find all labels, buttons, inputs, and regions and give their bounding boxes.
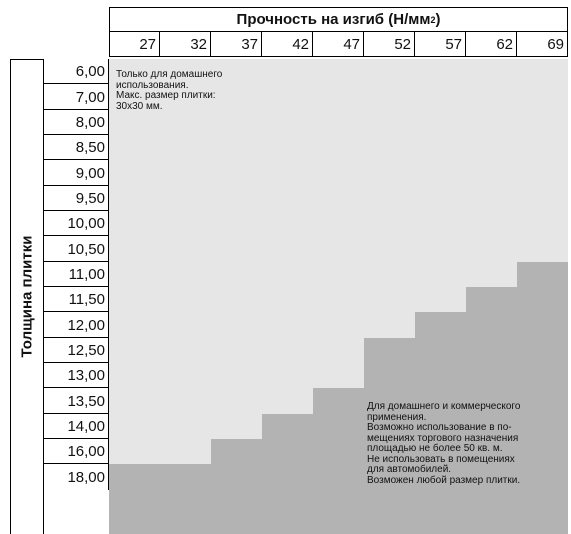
row-header-12-50: 12,50 — [44, 338, 109, 363]
domestic-note-line: 30x30 мм. — [116, 100, 163, 112]
row-header-11-00: 11,00 — [44, 262, 109, 287]
row-header-10-00: 10,00 — [44, 211, 109, 236]
row-header-11-50: 11,50 — [44, 287, 109, 312]
column-header-27: 27 — [109, 32, 160, 57]
column-header-37: 37 — [211, 32, 262, 57]
y-axis-label: Толщина плитки — [10, 59, 44, 534]
row-header-18-00: 18,00 — [44, 464, 109, 490]
commercial-note-line: площадью не более 50 кв. м. — [367, 443, 503, 454]
row-header-13-50: 13,50 — [44, 388, 109, 414]
commercial-step-47 — [313, 388, 364, 534]
y-axis-label-text: Толщина плитки — [18, 235, 36, 358]
commercial-step-69 — [517, 262, 568, 534]
domestic-note-line: использования. — [116, 79, 189, 91]
row-header-14-00: 14,00 — [44, 414, 109, 439]
commercial-note: Для домашнего и коммерческого применения… — [367, 401, 567, 486]
commercial-step-37 — [211, 439, 262, 534]
row-header-6-00: 6,00 — [44, 59, 109, 84]
plot-area: Только для домашнего использования. Макс… — [109, 59, 568, 534]
commercial-step-62 — [466, 287, 517, 534]
commercial-step-57 — [415, 312, 466, 534]
commercial-region — [109, 262, 568, 534]
domestic-note-line: Макс. размер плитки: — [116, 90, 216, 101]
title-end: ) — [435, 11, 441, 28]
column-header-62: 62 — [466, 32, 517, 57]
title-superscript: 2 — [430, 14, 436, 25]
commercial-note-line: Не использовать в помещениях — [367, 453, 515, 465]
row-header-9-50: 9,50 — [44, 186, 109, 211]
commercial-step-42 — [262, 414, 313, 534]
row-header-9-00: 9,00 — [44, 160, 109, 186]
title-text: Прочность на изгиб (Н/мм — [236, 11, 431, 28]
commercial-note-line: применения. — [367, 411, 427, 423]
commercial-note-line: Возможно использование в по- — [367, 422, 512, 433]
commercial-note-line: Возможен любой размер плитки. — [367, 474, 521, 486]
column-header-57: 57 — [415, 32, 466, 57]
column-header-32: 32 — [160, 32, 211, 57]
row-header-13-00: 13,00 — [44, 363, 109, 388]
row-label-column — [10, 59, 44, 534]
row-header-10-50: 10,50 — [44, 236, 109, 262]
commercial-note-line: Для домашнего и коммерческого — [367, 401, 521, 412]
row-header-8-50: 8,50 — [44, 135, 109, 160]
row-header-7-00: 7,00 — [44, 84, 109, 110]
commercial-step-32 — [160, 464, 211, 534]
column-header-47: 47 — [313, 32, 364, 57]
row-header-8-00: 8,00 — [44, 110, 109, 135]
column-header-42: 42 — [262, 32, 313, 57]
domestic-note-line: Только для домашнего — [116, 69, 223, 80]
commercial-note-line: для автомобилей. — [367, 464, 452, 475]
commercial-note-line: мещениях торгового назначения — [367, 432, 519, 444]
row-header-12-00: 12,00 — [44, 312, 109, 338]
commercial-step-27 — [109, 464, 160, 534]
chart-title: Прочность на изгиб (Н/мм 2) — [109, 7, 568, 32]
row-header-16-00: 16,00 — [44, 439, 109, 464]
column-header-69: 69 — [517, 32, 568, 57]
commercial-step-52 — [364, 338, 415, 534]
column-header-52: 52 — [364, 32, 415, 57]
domestic-note: Только для домашнего использования. Макс… — [116, 69, 316, 112]
